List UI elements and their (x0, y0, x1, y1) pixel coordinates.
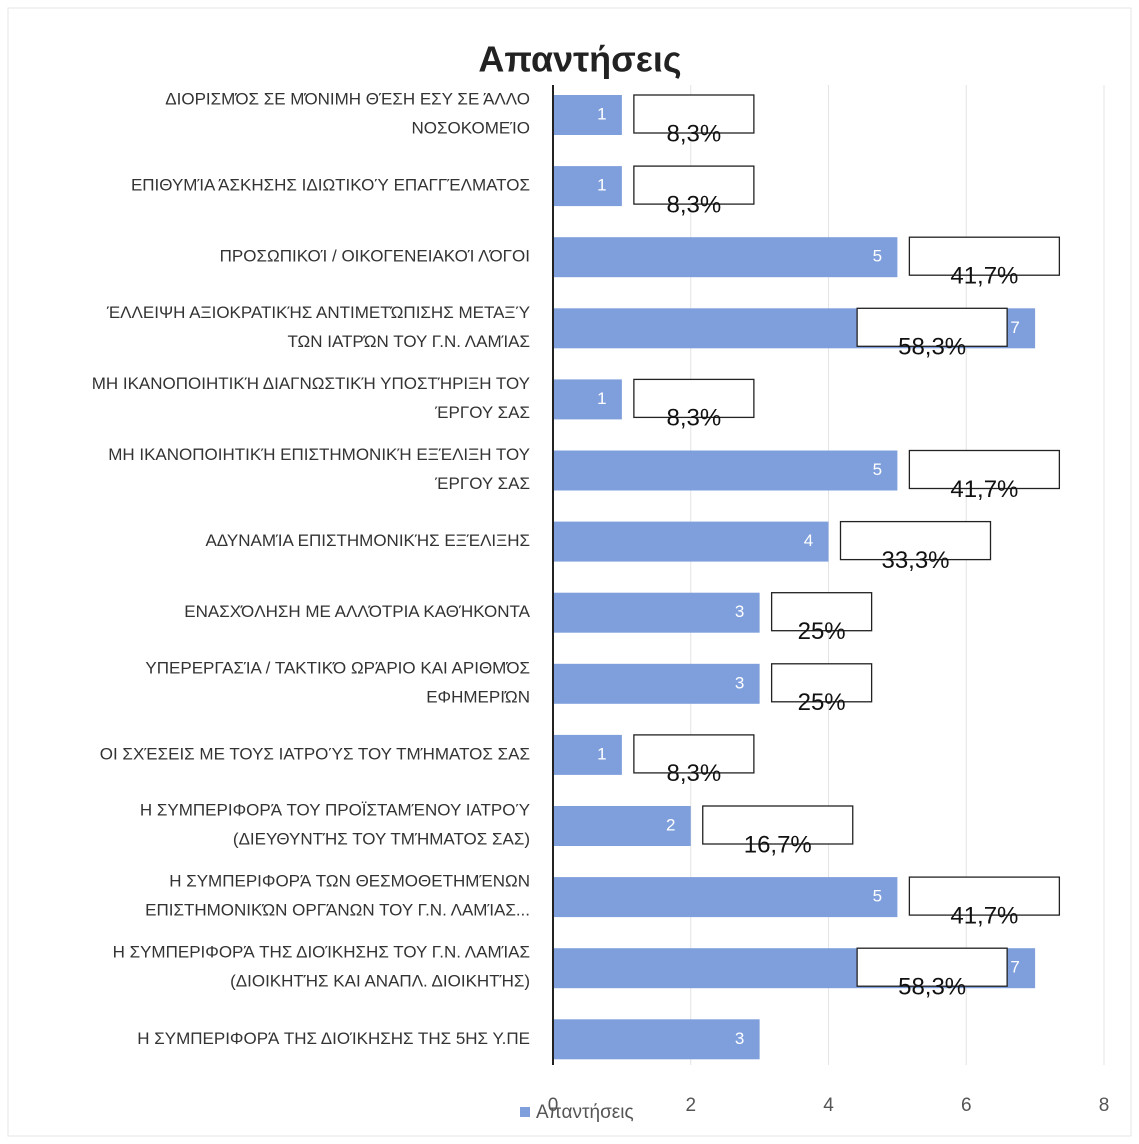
annotation-box (633, 94, 755, 134)
value-label: 5 (873, 887, 882, 906)
annotation-box (770, 592, 873, 632)
value-label: 7 (1010, 958, 1019, 977)
x-tick-label: 4 (823, 1095, 834, 1116)
bar (553, 166, 622, 207)
annotation: 8,3% (667, 191, 722, 218)
value-label: 1 (597, 389, 606, 408)
annotation: 8,3% (667, 760, 722, 787)
category-label: ΜΗ ΙΚΑΝΟΠΟΙΗΤΙΚΉ ΕΠΙΣΤΗΜΟΝΙΚΉ ΕΞΈΛΙΞΗ ΤΟ… (108, 445, 530, 493)
annotation-box (702, 805, 854, 845)
category-label: ΑΔΥΝΑΜΊΑ ΕΠΙΣΤΗΜΟΝΙΚΉΣ ΕΞΈΛΙΞΗΣ (205, 531, 530, 550)
annotation-box (633, 734, 755, 774)
annotation-box (856, 307, 1008, 347)
value-label: 3 (735, 673, 744, 692)
bar (553, 734, 622, 775)
category-label: Η ΣΥΜΠΕΡΙΦΟΡΆ ΤΗΣ ΔΙΟΊΚΗΣΗΣ ΤΟΥ Γ.Ν. ΛΑΜ… (113, 943, 530, 991)
bar (553, 95, 622, 135)
category-label: ΕΝΑΣΧΌΛΗΣΗ ΜΕ ΑΛΛΌΤΡΙΑ ΚΑΘΉΚΟΝΤΑ (184, 602, 530, 621)
category-label: Η ΣΥΜΠΕΡΙΦΟΡΆ ΤΩΝ ΘΕΣΜΟΘΕΤΗΜΈΝΩΝ ΕΠΙΣΤΗΜΟ… (145, 872, 530, 920)
x-tick-label: 0 (548, 1095, 559, 1116)
x-tick-label: 6 (961, 1095, 972, 1116)
bar (553, 806, 691, 846)
annotation: 41,7% (950, 902, 1018, 929)
value-label: 2 (666, 815, 675, 834)
category-label: ΔΙΟΡΙΣΜΌΣ ΣΕ ΜΌΝΙΜΗ ΘΈΣΗ ΕΣΥ ΣΕ ΆΛΛΟ ΝΟΣΟ… (165, 90, 530, 138)
annotation: 58,3% (898, 334, 966, 361)
bar (553, 379, 622, 420)
bar (553, 450, 898, 491)
annotation-box (633, 378, 755, 419)
annotation-box (908, 236, 1061, 276)
value-label: 7 (1010, 318, 1019, 337)
legend-label: Απαντήσεις (536, 1102, 634, 1123)
value-label: 4 (804, 531, 813, 550)
category-label: Η ΣΥΜΠΕΡΙΦΟΡΆ ΤΗΣ ΔΙΟΊΚΗΣΗΣ ΤΗΣ 5ΗΣ Υ.ΠΕ (137, 1029, 530, 1048)
category-label: ΥΠΕΡΕΡΓΑΣΊΑ / ΤΑΚΤΙΚΌ ΩΡΆΡΙΟ ΚΑΙ ΑΡΙΘΜΌΣ… (145, 659, 530, 707)
bar (553, 237, 898, 278)
bar (553, 877, 898, 918)
chart-title: Απαντήσεις (478, 39, 681, 80)
annotation-box (856, 947, 1008, 987)
category-label: Η ΣΥΜΠΕΡΙΦΟΡΆ ΤΟΥ ΠΡΟΪΣΤΑΜΈΝΟΥ ΙΑΤΡΟΎ (ΔΙ… (140, 801, 531, 849)
category-label: ΈΛΛΕΙΨΗ ΑΞΙΟΚΡΑΤΙΚΉΣ ΑΝΤΙΜΕΤΏΠΙΣΗΣ ΜΕΤΑΞ… (106, 303, 531, 351)
annotation: 58,3% (898, 974, 966, 1001)
annotation-box (908, 449, 1061, 490)
value-label: 5 (873, 247, 882, 266)
annotation-box (908, 876, 1061, 916)
annotation: 41,7% (950, 263, 1018, 290)
value-label: 5 (873, 460, 882, 479)
value-label: 3 (735, 602, 744, 621)
annotation-box (770, 663, 873, 703)
value-label: 3 (735, 1029, 744, 1048)
category-label: ΟΙ ΣΧΈΣΕΙΣ ΜΕ ΤΟΥΣ ΙΑΤΡΟΎΣ ΤΟΥ ΤΜΉΜΑΤΟΣ … (100, 744, 530, 763)
annotation: 16,7% (744, 831, 812, 858)
annotation-box (633, 165, 755, 205)
category-label: ΠΡΟΣΩΠΙΚΟΊ / ΟΙΚΟΓΕΝΕΙΑΚΟΊ ΛΌΓΟΙ (220, 247, 530, 266)
annotation: 41,7% (950, 476, 1018, 503)
annotation: 25% (798, 689, 846, 716)
annotation: 8,3% (667, 405, 722, 432)
legend-swatch (520, 1107, 530, 1117)
bar (553, 663, 760, 704)
annotation: 33,3% (881, 547, 949, 574)
annotation-box (839, 520, 992, 561)
x-tick-label: 2 (685, 1095, 696, 1116)
annotation: 8,3% (667, 120, 722, 147)
annotation: 25% (798, 618, 846, 645)
value-label: 1 (597, 104, 606, 123)
value-label: 1 (597, 744, 606, 763)
x-tick-label: 8 (1099, 1095, 1110, 1116)
value-label: 1 (597, 176, 606, 195)
bar (553, 1019, 760, 1060)
category-label: ΕΠΙΘΥΜΊΑ ΆΣΚΗΣΗΣ ΙΔΙΩΤΙΚΟΎ ΕΠΑΓΓΈΛΜΑΤΟΣ (131, 176, 530, 195)
bar (553, 592, 760, 633)
bar (553, 521, 829, 562)
category-label: ΜΗ ΙΚΑΝΟΠΟΙΗΤΙΚΉ ΔΙΑΓΝΩΣΤΙΚΉ ΥΠΟΣΤΉΡΙΞΗ … (92, 374, 530, 422)
